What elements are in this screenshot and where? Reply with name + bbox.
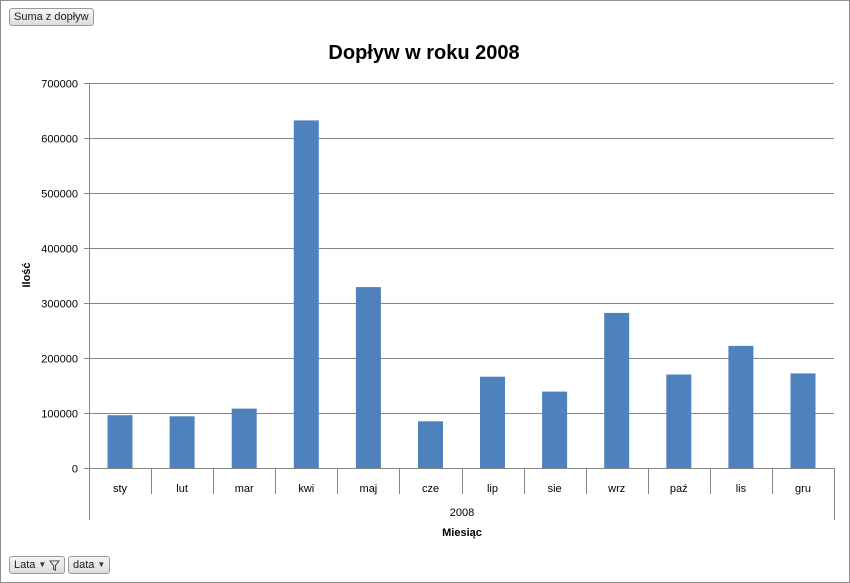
x-tick-label: gru xyxy=(795,483,811,495)
value-field-label: Suma z dopływ xyxy=(14,11,89,23)
x-tick-label: lut xyxy=(176,483,188,495)
bar xyxy=(107,415,133,468)
bar xyxy=(293,120,319,469)
chart-title: Dopływ w roku 2008 xyxy=(328,42,519,64)
y-tick-label: 200000 xyxy=(41,354,78,366)
y-tick-labels: 0 100000 200000 300000 400000 500000 600000 700… xyxy=(41,79,78,476)
x-tick-label: lip xyxy=(487,483,498,495)
x-tick-label: sty xyxy=(113,483,128,495)
bar xyxy=(604,312,630,468)
x-axis-title: Miesiąc xyxy=(442,527,482,539)
y-tick-label: 0 xyxy=(72,464,78,476)
x-tick-label: mar xyxy=(235,483,254,495)
x-tick-label: paź xyxy=(670,483,688,495)
y-tick-label: 100000 xyxy=(41,409,78,421)
bar xyxy=(480,376,505,468)
bar xyxy=(169,416,195,468)
bar xyxy=(418,421,443,469)
bars xyxy=(107,120,816,469)
x-tick-label: cze xyxy=(422,483,439,495)
bar xyxy=(790,373,816,468)
gridlines xyxy=(84,83,834,469)
bar xyxy=(355,287,381,468)
y-tick-label: 700000 xyxy=(41,79,78,91)
x-tick-label: wrz xyxy=(607,483,625,495)
bar xyxy=(728,345,754,468)
x-tick-labels: sty lut mar kwi maj cze lip sie wrz paź lis gru xyxy=(113,483,811,495)
bar xyxy=(231,408,257,468)
y-tick-label: 400000 xyxy=(41,244,78,256)
data-field-label: data xyxy=(73,559,95,571)
y-tick-label: 500000 xyxy=(41,189,78,201)
chevron-down-icon: ▼ xyxy=(97,560,106,569)
lata-field-label: Lata xyxy=(14,559,36,571)
x-tick-label: lis xyxy=(736,483,747,495)
axes xyxy=(89,83,835,520)
filter-icon xyxy=(49,559,61,571)
x-tick-label: kwi xyxy=(298,483,314,495)
x-tick-label: sie xyxy=(548,483,562,495)
data-filter-button[interactable]: data ▼ xyxy=(68,556,111,574)
x-tick-label: maj xyxy=(360,483,378,495)
chevron-down-icon: ▼ xyxy=(38,560,47,569)
bar xyxy=(666,374,692,468)
y-tick-label: 600000 xyxy=(41,134,78,146)
bar xyxy=(542,391,568,468)
lata-filter-button[interactable]: Lata ▼ xyxy=(9,556,66,574)
x-group-label: 2008 xyxy=(450,507,474,519)
y-axis-title: Ilość xyxy=(21,262,33,287)
y-tick-label: 300000 xyxy=(41,299,78,311)
value-field-button[interactable]: Suma z dopływ xyxy=(9,8,94,26)
